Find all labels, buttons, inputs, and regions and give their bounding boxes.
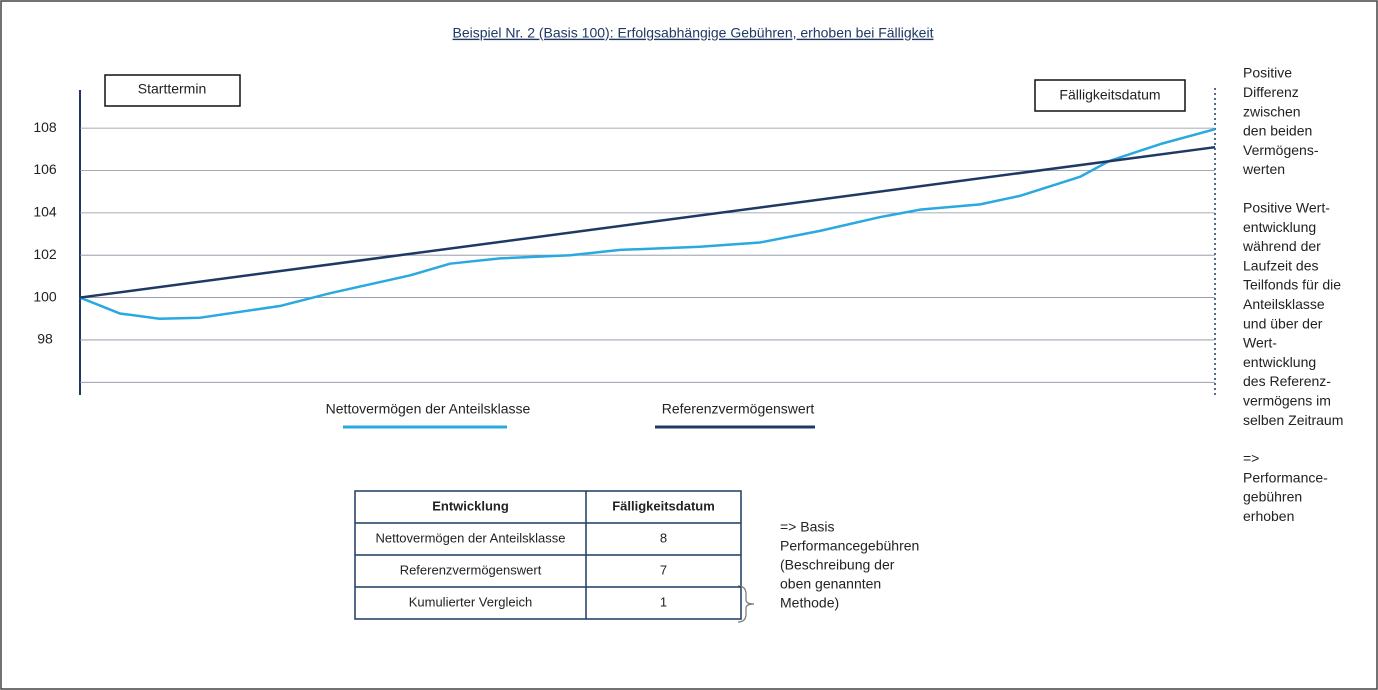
side-note: Teilfonds für die xyxy=(1243,277,1341,293)
legend-label: Nettovermögen der Anteilsklasse xyxy=(326,401,531,417)
series-line xyxy=(79,127,1216,320)
side-note: erhoben xyxy=(1243,508,1294,524)
side-note: entwicklung xyxy=(1243,219,1316,235)
side-note: während der xyxy=(1242,238,1321,254)
table-cell: 8 xyxy=(660,530,667,545)
start-label: Starttermin xyxy=(138,81,206,97)
y-tick-label: 106 xyxy=(33,161,57,177)
chart-title: Beispiel Nr. 2 (Basis 100): Erfolgsabhän… xyxy=(453,25,934,41)
table-cell: 7 xyxy=(660,562,667,577)
table-header: Fälligkeitsdatum xyxy=(612,498,715,513)
side-note: werten xyxy=(1242,161,1285,177)
side-note: Laufzeit des xyxy=(1243,257,1319,273)
y-tick-label: 108 xyxy=(33,119,57,135)
side-note: des Referenz- xyxy=(1243,373,1331,389)
side-note: => xyxy=(1243,450,1259,466)
table-cell: 1 xyxy=(660,594,667,609)
y-tick-label: 104 xyxy=(33,204,57,220)
side-note: selben Zeitraum xyxy=(1243,412,1343,428)
end-label: Fälligkeitsdatum xyxy=(1059,87,1160,103)
side-note: vermögens im xyxy=(1243,393,1331,409)
series-line xyxy=(79,145,1216,299)
side-note: und über der xyxy=(1243,315,1323,331)
note-line: Methode) xyxy=(780,595,839,611)
side-note: Anteilsklasse xyxy=(1243,296,1325,312)
side-note: Positive xyxy=(1243,65,1292,81)
note-line: => Basis xyxy=(780,519,834,535)
table-cell: Referenzvermögenswert xyxy=(400,562,542,577)
legend-label: Referenzvermögenswert xyxy=(662,401,815,417)
note-line: oben genannten xyxy=(780,576,881,592)
table-cell: Nettovermögen der Anteilsklasse xyxy=(375,530,565,545)
table-header: Entwicklung xyxy=(432,498,509,513)
note-line: (Beschreibung der xyxy=(780,557,895,573)
side-note: Performance- xyxy=(1243,469,1328,485)
table-cell: Kumulierter Vergleich xyxy=(409,594,533,609)
start-box xyxy=(104,74,241,107)
side-note: gebühren xyxy=(1243,489,1302,505)
side-note: Positive Wert- xyxy=(1243,200,1330,216)
side-note: entwicklung xyxy=(1243,354,1316,370)
side-note: den beiden xyxy=(1243,123,1312,139)
side-note: Vermögens- xyxy=(1243,142,1319,158)
side-note: zwischen xyxy=(1243,103,1301,119)
y-tick-label: 102 xyxy=(33,246,57,262)
y-tick-label: 98 xyxy=(37,331,53,347)
side-note: Wert- xyxy=(1243,335,1277,351)
side-note: Differenz xyxy=(1243,84,1299,100)
brace xyxy=(737,585,755,623)
end-box xyxy=(1034,79,1186,112)
y-tick-label: 100 xyxy=(33,288,57,304)
note-line: Performancegebühren xyxy=(780,538,919,554)
